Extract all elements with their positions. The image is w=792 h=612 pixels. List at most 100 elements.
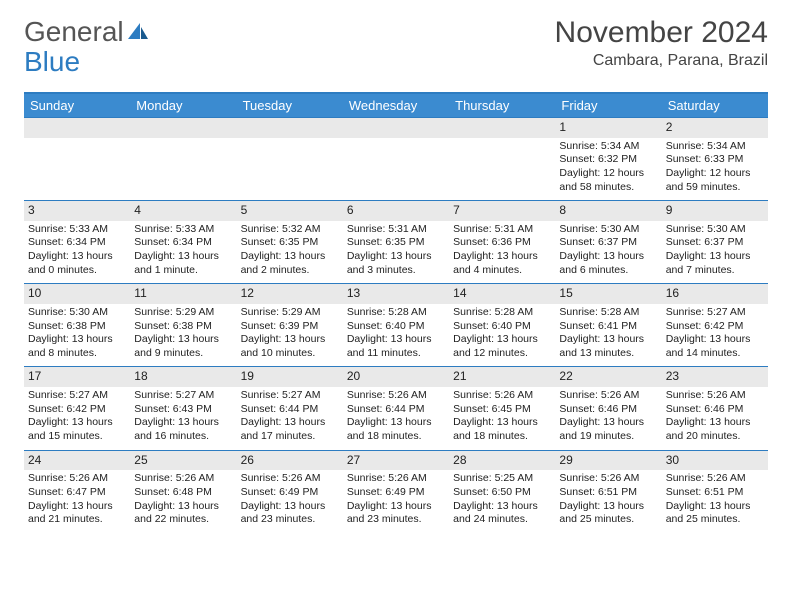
day-number: 10 — [24, 284, 130, 304]
day-cell: 27Sunrise: 5:26 AMSunset: 6:49 PMDayligh… — [343, 451, 449, 533]
day-number — [130, 118, 236, 138]
sunset-text: Sunset: 6:32 PM — [559, 153, 657, 167]
daylight-text: Daylight: 13 hours and 14 minutes. — [666, 333, 764, 360]
daylight-text: Daylight: 13 hours and 16 minutes. — [134, 416, 232, 443]
day-cell: 2 Sunrise: 5:34 AMSunset: 6:33 PMDaylight… — [662, 118, 768, 200]
week-row: 3Sunrise: 5:33 AMSunset: 6:34 PMDaylight… — [24, 200, 768, 283]
day-cell: 13Sunrise: 5:28 AMSunset: 6:40 PMDayligh… — [343, 284, 449, 366]
day-cell: 16Sunrise: 5:27 AMSunset: 6:42 PMDayligh… — [662, 284, 768, 366]
daylight-text: Daylight: 13 hours and 0 minutes. — [28, 250, 126, 277]
day-number — [24, 118, 130, 138]
day-cell: 14Sunrise: 5:28 AMSunset: 6:40 PMDayligh… — [449, 284, 555, 366]
sunrise-text: Sunrise: 5:30 AM — [559, 223, 657, 237]
day-number: 30 — [662, 451, 768, 471]
daylight-text: Daylight: 13 hours and 18 minutes. — [453, 416, 551, 443]
day-cell — [130, 118, 236, 200]
daylight-text: Daylight: 13 hours and 12 minutes. — [453, 333, 551, 360]
day-number: 7 — [449, 201, 555, 221]
day-cell: 9Sunrise: 5:30 AMSunset: 6:37 PMDaylight… — [662, 201, 768, 283]
daylight-text: Daylight: 13 hours and 24 minutes. — [453, 500, 551, 527]
day-header: Saturday — [662, 94, 768, 117]
day-number: 4 — [130, 201, 236, 221]
day-cell: 25Sunrise: 5:26 AMSunset: 6:48 PMDayligh… — [130, 451, 236, 533]
day-number: 18 — [130, 367, 236, 387]
day-number: 26 — [237, 451, 343, 471]
day-number: 21 — [449, 367, 555, 387]
sunrise-text: Sunrise: 5:31 AM — [347, 223, 445, 237]
sunset-text: Sunset: 6:40 PM — [453, 320, 551, 334]
daylight-text: Daylight: 13 hours and 17 minutes. — [241, 416, 339, 443]
sunrise-text: Sunrise: 5:33 AM — [28, 223, 126, 237]
day-header: Monday — [130, 94, 236, 117]
sunset-text: Sunset: 6:44 PM — [347, 403, 445, 417]
day-number: 17 — [24, 367, 130, 387]
day-number: 15 — [555, 284, 661, 304]
sunset-text: Sunset: 6:34 PM — [134, 236, 232, 250]
sunset-text: Sunset: 6:33 PM — [666, 153, 764, 167]
daylight-text: Daylight: 13 hours and 2 minutes. — [241, 250, 339, 277]
day-number: 19 — [237, 367, 343, 387]
daylight-text: Daylight: 13 hours and 3 minutes. — [347, 250, 445, 277]
sunrise-text: Sunrise: 5:29 AM — [241, 306, 339, 320]
day-number: 9 — [662, 201, 768, 221]
day-number: 16 — [662, 284, 768, 304]
sunset-text: Sunset: 6:38 PM — [28, 320, 126, 334]
sunset-text: Sunset: 6:41 PM — [559, 320, 657, 334]
sunset-text: Sunset: 6:49 PM — [241, 486, 339, 500]
month-title: November 2024 — [555, 16, 768, 50]
sunset-text: Sunset: 6:45 PM — [453, 403, 551, 417]
day-header-row: SundayMondayTuesdayWednesdayThursdayFrid… — [24, 94, 768, 117]
day-cell: 23Sunrise: 5:26 AMSunset: 6:46 PMDayligh… — [662, 367, 768, 449]
daylight-text: Daylight: 12 hours and 59 minutes. — [666, 167, 764, 194]
day-number: 5 — [237, 201, 343, 221]
day-cell — [24, 118, 130, 200]
week-row: 1Sunrise: 5:34 AMSunset: 6:32 PMDaylight… — [24, 117, 768, 200]
sunset-text: Sunset: 6:51 PM — [559, 486, 657, 500]
day-cell — [449, 118, 555, 200]
day-cell: 7Sunrise: 5:31 AMSunset: 6:36 PMDaylight… — [449, 201, 555, 283]
day-cell: 10Sunrise: 5:30 AMSunset: 6:38 PMDayligh… — [24, 284, 130, 366]
day-number: 13 — [343, 284, 449, 304]
sunrise-text: Sunrise: 5:28 AM — [347, 306, 445, 320]
day-cell: 3Sunrise: 5:33 AMSunset: 6:34 PMDaylight… — [24, 201, 130, 283]
sunset-text: Sunset: 6:42 PM — [28, 403, 126, 417]
day-cell: 19Sunrise: 5:27 AMSunset: 6:44 PMDayligh… — [237, 367, 343, 449]
daylight-text: Daylight: 13 hours and 23 minutes. — [347, 500, 445, 527]
day-header: Thursday — [449, 94, 555, 117]
day-cell: 17Sunrise: 5:27 AMSunset: 6:42 PMDayligh… — [24, 367, 130, 449]
daylight-text: Daylight: 12 hours and 58 minutes. — [559, 167, 657, 194]
sunrise-text: Sunrise: 5:26 AM — [347, 472, 445, 486]
sunset-text: Sunset: 6:49 PM — [347, 486, 445, 500]
day-cell: 20Sunrise: 5:26 AMSunset: 6:44 PMDayligh… — [343, 367, 449, 449]
week-row: 10Sunrise: 5:30 AMSunset: 6:38 PMDayligh… — [24, 283, 768, 366]
sunset-text: Sunset: 6:37 PM — [666, 236, 764, 250]
sunrise-text: Sunrise: 5:33 AM — [134, 223, 232, 237]
sunrise-text: Sunrise: 5:26 AM — [666, 389, 764, 403]
sunrise-text: Sunrise: 5:28 AM — [453, 306, 551, 320]
sunrise-text: Sunrise: 5:34 AM — [666, 140, 764, 154]
day-number: 12 — [237, 284, 343, 304]
day-number: 2 — [662, 118, 768, 138]
day-cell: 28Sunrise: 5:25 AMSunset: 6:50 PMDayligh… — [449, 451, 555, 533]
sunrise-text: Sunrise: 5:26 AM — [559, 389, 657, 403]
day-cell — [237, 118, 343, 200]
day-number — [449, 118, 555, 138]
daylight-text: Daylight: 13 hours and 25 minutes. — [666, 500, 764, 527]
daylight-text: Daylight: 13 hours and 8 minutes. — [28, 333, 126, 360]
sunset-text: Sunset: 6:51 PM — [666, 486, 764, 500]
day-cell: 21Sunrise: 5:26 AMSunset: 6:45 PMDayligh… — [449, 367, 555, 449]
day-number: 6 — [343, 201, 449, 221]
sunset-text: Sunset: 6:44 PM — [241, 403, 339, 417]
day-number — [343, 118, 449, 138]
day-number: 29 — [555, 451, 661, 471]
sunrise-text: Sunrise: 5:26 AM — [28, 472, 126, 486]
day-number: 24 — [24, 451, 130, 471]
sunset-text: Sunset: 6:43 PM — [134, 403, 232, 417]
sunrise-text: Sunrise: 5:27 AM — [666, 306, 764, 320]
sunrise-text: Sunrise: 5:27 AM — [134, 389, 232, 403]
week-row: 17 Sunrise: 5:27 AM Sunset: 6:42 PM Dayligh… — [24, 366, 768, 449]
day-number: 23 — [662, 367, 768, 387]
day-header: Friday — [555, 94, 661, 117]
title-block: November 2024 Cambara, Parana, Brazil — [555, 16, 768, 70]
day-cell: 6Sunrise: 5:31 AMSunset: 6:35 PMDaylight… — [343, 201, 449, 283]
